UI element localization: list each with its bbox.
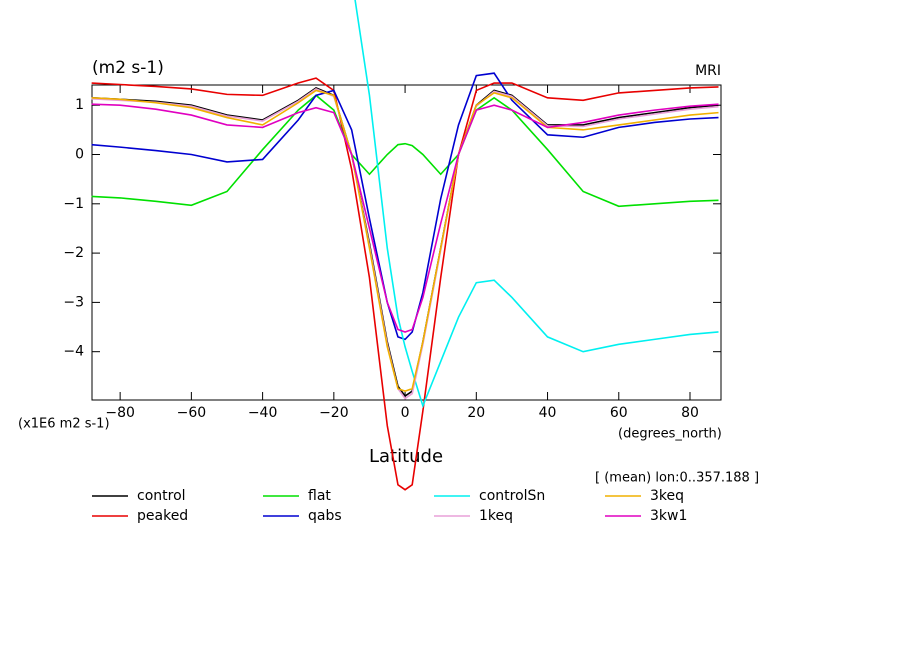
x-axis-title: Latitude: [369, 446, 443, 467]
y-tick-label: −2: [63, 245, 84, 261]
x-tick-label: 0: [401, 405, 410, 421]
series-line: [91, 89, 719, 392]
y-unit-label: (x1E6 m2 s-1): [18, 417, 110, 432]
x-tick-label: −60: [177, 405, 207, 421]
series-line: [91, 72, 719, 341]
x-tick-label: −80: [105, 405, 135, 421]
x-tick-label: 40: [539, 405, 557, 421]
series-line: [91, 103, 719, 333]
y-tick-label: −4: [63, 344, 84, 360]
x-tick-label: 60: [610, 405, 628, 421]
series-line: [91, 94, 719, 208]
legend-label: 1keq: [479, 508, 513, 524]
annotation: [ (mean) lon:0..357.188 ]: [595, 471, 759, 486]
x-tick-label: 20: [467, 405, 485, 421]
legend-label: control: [137, 488, 186, 504]
y-tick-label: −1: [63, 196, 84, 212]
legend-label: controlSn: [479, 488, 545, 504]
series-line: [91, 77, 719, 491]
legend-label: qabs: [308, 508, 342, 524]
y-tick-label: −3: [63, 294, 84, 310]
chart-title: (m2 s-1): [92, 58, 164, 78]
x-unit-label: (degrees_north): [618, 427, 722, 442]
x-tick-label: −40: [248, 405, 278, 421]
legend-label: peaked: [137, 508, 188, 524]
plot-frame: [91, 84, 722, 401]
series-line: [91, 87, 719, 398]
x-tick-label: 80: [681, 405, 699, 421]
legend-label: 3kw1: [650, 508, 687, 524]
y-tick-label: 0: [75, 147, 84, 163]
series-line: [91, 88, 719, 400]
y-tick-label: 1: [75, 97, 84, 113]
legend-label: 3keq: [650, 488, 684, 504]
model-label: MRI: [695, 63, 721, 79]
legend-label: flat: [308, 488, 331, 504]
series-line: [354, 0, 719, 409]
x-tick-label: −20: [319, 405, 349, 421]
